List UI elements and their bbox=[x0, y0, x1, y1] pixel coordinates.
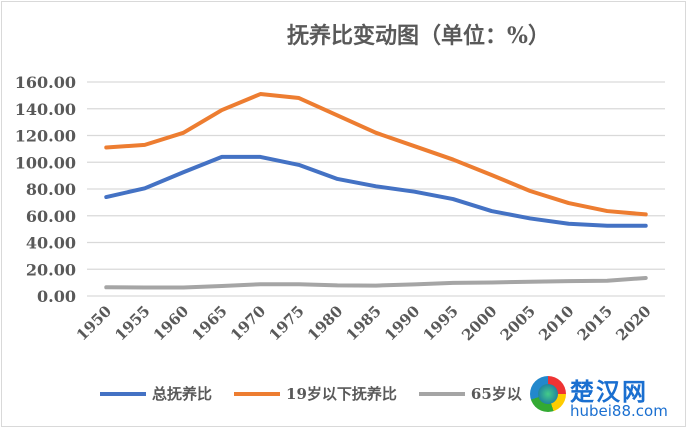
x-tick-label: 1975 bbox=[266, 302, 308, 344]
x-tick-label: 1960 bbox=[150, 302, 192, 344]
y-tick-label: 40.00 bbox=[26, 234, 76, 253]
chart-title: 抚养比变动图（单位：%） bbox=[287, 23, 550, 49]
x-tick-label: 1955 bbox=[111, 302, 153, 344]
legend-label: 19岁以下抚养比 bbox=[286, 385, 397, 403]
watermark-cn: 楚汉网 bbox=[570, 378, 648, 406]
globe-icon bbox=[530, 376, 566, 412]
watermark-en: hubei88.com bbox=[570, 402, 668, 420]
y-tick-label: 60.00 bbox=[26, 207, 76, 226]
y-tick-label: 20.00 bbox=[26, 260, 76, 279]
x-tick-label: 1965 bbox=[188, 302, 230, 344]
x-tick-label: 1990 bbox=[381, 302, 423, 344]
x-tick-label: 1995 bbox=[420, 302, 462, 344]
watermark-logo: 楚汉网 hubei88.com bbox=[522, 372, 682, 422]
x-tick-label: 2015 bbox=[574, 302, 616, 344]
legend-swatch bbox=[418, 391, 465, 396]
x-tick-label: 1980 bbox=[304, 302, 346, 344]
x-tick-label: 1985 bbox=[343, 302, 385, 344]
legend: 总抚养比 19岁以下抚养比 65岁以上抚养比 bbox=[100, 383, 582, 404]
series-line-2 bbox=[104, 275, 648, 290]
legend-label: 总抚养比 bbox=[152, 385, 213, 403]
y-tick-label: 120.00 bbox=[15, 127, 76, 146]
y-tick-label: 160.00 bbox=[15, 73, 76, 92]
y-tick-label: 0.00 bbox=[37, 287, 76, 306]
x-tick-label: 2005 bbox=[497, 302, 539, 344]
series-line-1 bbox=[104, 92, 648, 217]
x-tick-label: 1950 bbox=[73, 302, 115, 344]
x-tick-label: 1970 bbox=[227, 302, 269, 344]
x-tick-label: 2000 bbox=[458, 302, 500, 344]
legend-item-total: 总抚养比 bbox=[100, 383, 212, 404]
y-tick-label: 140.00 bbox=[15, 100, 76, 119]
x-tick-label: 2020 bbox=[612, 302, 654, 344]
y-tick-label: 100.00 bbox=[15, 153, 76, 172]
legend-swatch bbox=[234, 391, 281, 396]
legend-item-youth: 19岁以下抚养比 bbox=[234, 383, 397, 404]
y-tick-label: 80.00 bbox=[26, 180, 76, 199]
x-tick-label: 2010 bbox=[535, 302, 577, 344]
legend-swatch bbox=[100, 391, 146, 396]
